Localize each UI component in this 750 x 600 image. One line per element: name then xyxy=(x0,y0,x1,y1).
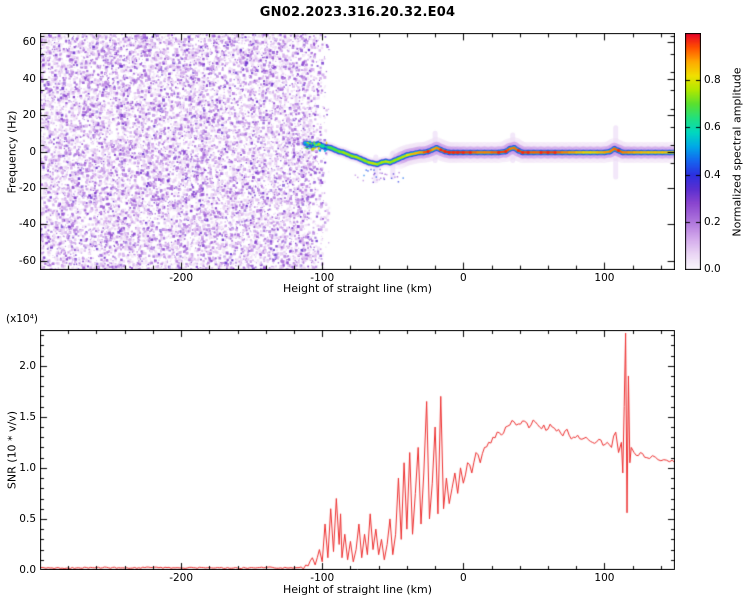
spectro-x-tick-label: 100 xyxy=(594,272,615,284)
snr-y-tick-label: 0.0 xyxy=(19,564,36,576)
snr-x-tick-label: 0 xyxy=(459,572,467,584)
spectro-y-tick-label: 40 xyxy=(22,72,36,85)
snr-y-tick-label: 1.0 xyxy=(19,461,36,474)
colorbar-tick-label: 0.6 xyxy=(704,121,721,134)
spectrogram-xlabel: Height of straight line (km) xyxy=(282,282,433,295)
snr-xlabel: Height of straight line (km) xyxy=(282,583,433,596)
spectro-y-tick-label: -40 xyxy=(18,218,36,231)
spectro-x-tick-label: -100 xyxy=(310,272,335,284)
spectro-y-tick-label: -60 xyxy=(18,254,36,267)
spectro-x-tick-label: 0 xyxy=(459,272,467,284)
colorbar-tick-label: 0.2 xyxy=(704,215,721,228)
snr-y-tick-label: 1.5 xyxy=(19,410,36,423)
spectro-y-tick-label: 0 xyxy=(29,145,36,158)
spectro-y-tick-label: 60 xyxy=(22,36,36,49)
snr-y-tick-label: 0.5 xyxy=(19,512,36,525)
snr-x-tick-label: -100 xyxy=(310,572,335,584)
spectro-y-tick-label: 20 xyxy=(22,109,36,122)
snr-scale-note: (x10⁴) xyxy=(6,313,38,325)
colorbar-tick-label: 0.0 xyxy=(704,263,721,275)
colorbar-tick-label: 0.4 xyxy=(704,168,721,181)
snr-x-tick-label: 100 xyxy=(594,572,615,584)
spectrogram-canvas xyxy=(40,33,675,270)
colorbar-label: Normalized spectral amplitude xyxy=(730,67,744,237)
colorbar-canvas xyxy=(685,33,701,270)
spectro-x-tick-label: -200 xyxy=(169,272,194,284)
colorbar-tick-label: 0.8 xyxy=(704,74,721,87)
figure-title: GN02.2023.316.20.32.E04 xyxy=(259,5,456,20)
snr-canvas xyxy=(40,330,675,570)
snr-x-tick-label: -200 xyxy=(169,572,194,584)
snr-y-tick-label: 2.0 xyxy=(19,359,36,372)
spectro-y-tick-label: -20 xyxy=(18,181,36,194)
